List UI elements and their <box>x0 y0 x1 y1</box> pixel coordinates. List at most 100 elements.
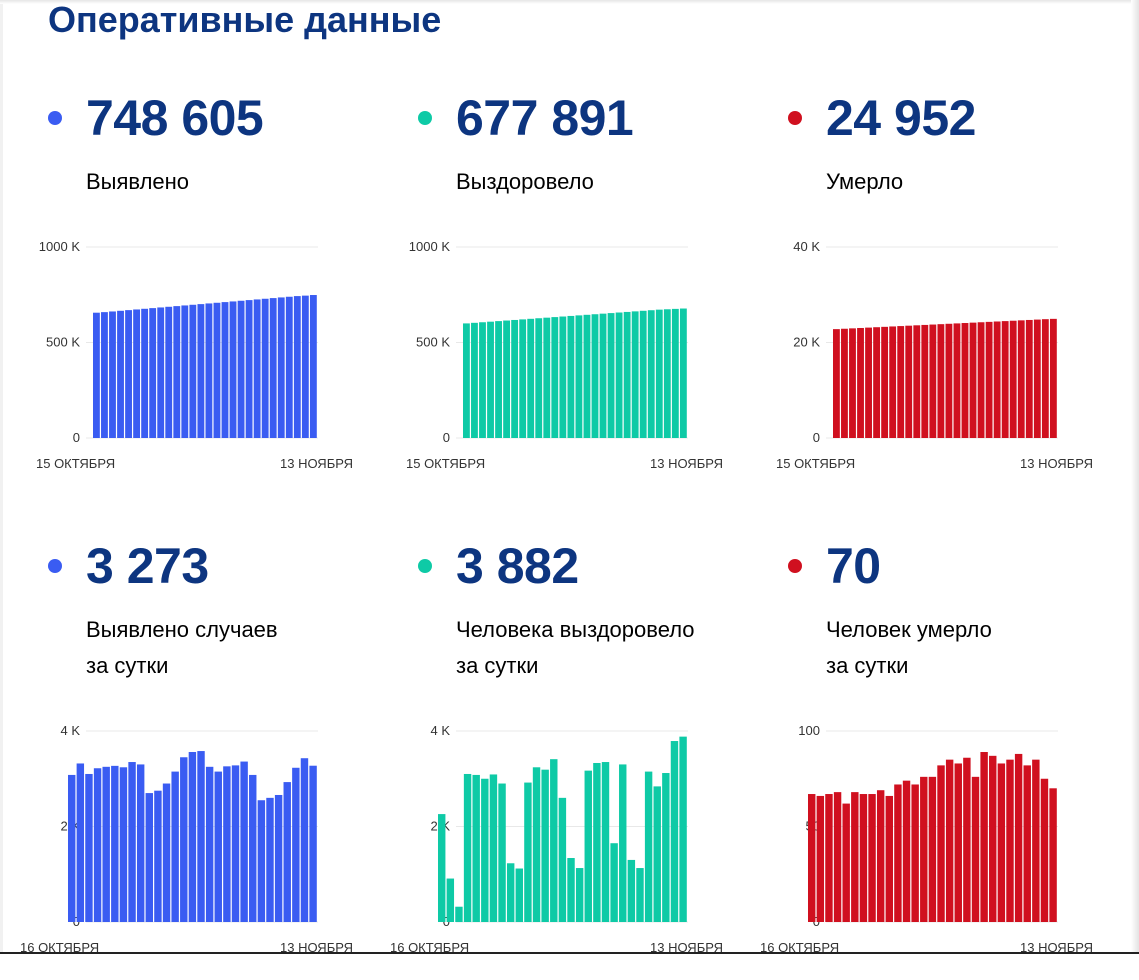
bar <box>868 794 876 922</box>
bar <box>945 759 954 922</box>
bar <box>881 326 889 438</box>
label-line-1: Человека выздоровело <box>456 617 695 642</box>
total-recovered-chart: 0 500 K 1000 K 15 ОКТЯБРЯ 13 НОЯБРЯ <box>406 239 723 471</box>
bar <box>583 314 591 438</box>
bar <box>519 319 527 438</box>
bar <box>558 797 567 922</box>
bar <box>511 319 519 438</box>
bar <box>954 763 962 922</box>
bar <box>171 771 179 922</box>
bar <box>653 786 661 922</box>
bar <box>894 784 902 922</box>
bar <box>481 778 489 922</box>
bar <box>610 843 618 922</box>
total-detected-value: 748 605 <box>86 90 264 146</box>
total-recovered-block: 677 891 Выздоровело 0 500 K 1000 K 15 ОКТЯБ… <box>406 90 778 532</box>
bar <box>154 790 162 922</box>
bar <box>550 759 558 922</box>
bar <box>902 780 911 922</box>
bar <box>920 776 928 922</box>
bar <box>575 868 584 922</box>
bar <box>977 322 985 438</box>
bar <box>584 770 592 922</box>
bar <box>885 795 894 922</box>
bar <box>101 312 108 438</box>
bar <box>1032 759 1040 922</box>
blue-dot-icon <box>48 111 62 125</box>
x-start-label: 16 ОКТЯБРЯ <box>390 940 469 955</box>
y-tick-label: 0 <box>813 914 820 929</box>
bottom-border <box>0 952 1139 954</box>
bar <box>141 308 149 438</box>
bar <box>165 306 173 438</box>
bar <box>945 323 953 438</box>
bar <box>109 311 116 438</box>
bar <box>808 794 816 922</box>
bar <box>495 321 502 438</box>
bar <box>1049 318 1057 438</box>
bar <box>631 311 639 438</box>
bar <box>285 296 293 438</box>
daily-recovered-label: Человека выздоровело за сутки <box>456 612 695 684</box>
label-line-1: Человек умерло <box>826 617 992 642</box>
bar <box>644 771 653 922</box>
bar <box>670 741 679 922</box>
bar <box>223 766 231 922</box>
bar <box>438 814 446 922</box>
bar <box>591 314 599 438</box>
label-line-1: Выявлено случаев <box>86 617 278 642</box>
bar <box>102 766 110 922</box>
bar <box>567 858 575 922</box>
bar <box>842 803 850 922</box>
bar <box>245 300 253 438</box>
y-tick-label: 0 <box>73 430 80 445</box>
bar <box>849 328 856 438</box>
bar <box>953 323 961 438</box>
bar <box>231 765 240 922</box>
bar <box>292 767 300 922</box>
bar <box>274 794 283 922</box>
bar <box>1006 759 1014 922</box>
bar <box>125 310 132 438</box>
bar <box>300 758 309 922</box>
bar <box>833 329 840 438</box>
bar <box>1017 320 1025 438</box>
bar <box>961 323 969 438</box>
bar <box>309 765 317 922</box>
bar <box>76 763 85 922</box>
bar <box>623 311 631 438</box>
bar <box>627 859 636 922</box>
y-tick-label: 1000 K <box>409 239 451 254</box>
bar <box>237 300 245 438</box>
bar <box>1001 321 1009 438</box>
bar <box>503 320 511 438</box>
bar <box>253 299 261 438</box>
y-tick-label: 0 <box>443 914 450 929</box>
label-line-2: за сутки <box>826 653 909 678</box>
bar <box>663 309 671 438</box>
total-recovered-value: 677 891 <box>456 90 634 146</box>
green-dot-icon <box>418 111 432 125</box>
bar <box>601 762 610 922</box>
bar <box>639 310 647 438</box>
bar <box>929 324 937 438</box>
bar <box>1033 319 1041 438</box>
bar <box>567 315 575 438</box>
y-tick-label: 0 <box>73 914 80 929</box>
x-end-label: 13 НОЯБРЯ <box>280 940 353 955</box>
bar <box>655 309 663 438</box>
bar <box>541 769 549 922</box>
bar <box>85 773 93 922</box>
bar <box>283 782 291 922</box>
bar <box>446 878 455 922</box>
total-deaths-value: 24 952 <box>826 90 976 146</box>
bar <box>1049 788 1057 922</box>
bar <box>205 766 214 922</box>
bar <box>636 868 644 922</box>
bar <box>865 327 872 438</box>
total-detected-block: 748 605 Выявлено 0 500 K 1000 K 15 ОКТЯБРЯ 1… <box>36 90 408 532</box>
bar <box>928 776 937 922</box>
bar <box>1025 319 1033 438</box>
